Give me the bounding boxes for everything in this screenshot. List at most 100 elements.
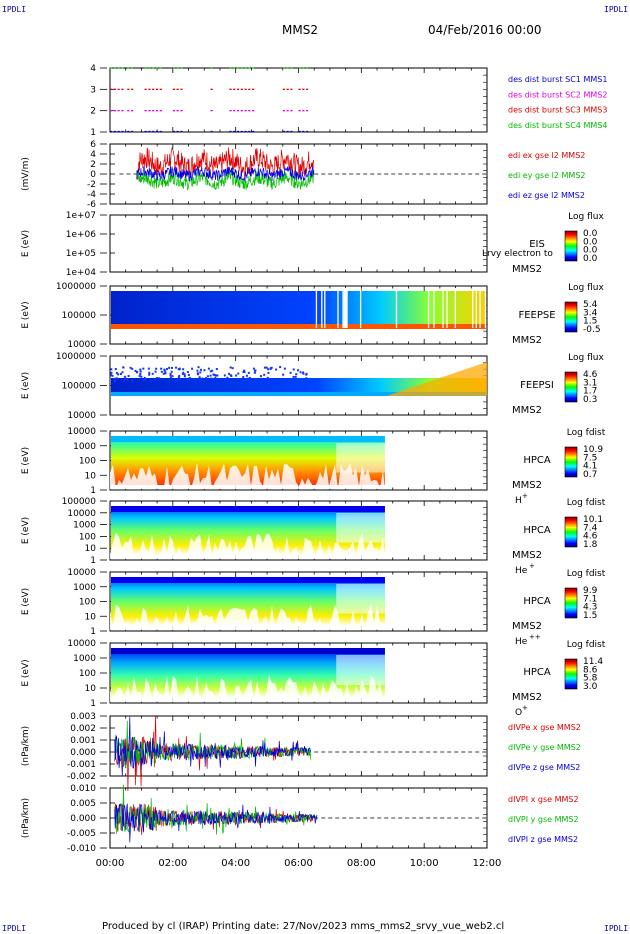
- spectrogram-speck: [119, 372, 122, 375]
- spectrogram-speck: [206, 375, 209, 378]
- data-gap: [446, 288, 448, 328]
- colorbar-tick-label: 11.4: [583, 657, 603, 667]
- header-date: 04/Feb/2016 00:00: [428, 23, 542, 37]
- y-tick-label: 1e+05: [66, 249, 96, 259]
- spacecraft-label: MMS2: [512, 264, 542, 275]
- colorbar-title: Log fdist: [567, 640, 606, 650]
- instrument-label: HPCA: [523, 596, 551, 607]
- y-tick-label: 100000: [62, 497, 97, 507]
- species-charge: ++: [529, 633, 541, 641]
- spectrogram-speck: [183, 375, 186, 378]
- data-gap: [454, 288, 457, 328]
- spectrogram-speck: [214, 376, 217, 379]
- y-tick-label: 0.000: [70, 748, 96, 758]
- spectrogram-speck: [156, 377, 159, 380]
- y-tick-label: 100: [79, 457, 96, 467]
- spectrogram-speck: [131, 367, 134, 370]
- spectrogram-speck: [169, 372, 172, 375]
- spectrogram-speck: [114, 368, 117, 371]
- y-tick-label: 100000: [62, 382, 97, 392]
- series-label: dIVPe z gse MMS2: [508, 763, 580, 772]
- spectrogram-speck: [177, 368, 180, 371]
- spectrogram-speck: [170, 370, 173, 373]
- spectrogram-speck: [193, 378, 196, 381]
- spectrogram-speck: [160, 367, 163, 370]
- colorbar-tick-label: 1.7: [583, 387, 597, 397]
- spectrogram-speck: [171, 375, 174, 378]
- y-tick-label: 3: [90, 85, 96, 95]
- colorbar-tick-label: 5.8: [583, 674, 598, 684]
- spectrogram-speck: [131, 379, 134, 382]
- spectrogram-speck: [111, 374, 114, 377]
- y-tick-label: 1e+04: [66, 268, 97, 278]
- spectrogram-band: [111, 324, 486, 329]
- spectrogram-speck: [243, 369, 246, 372]
- y-tick-label: 0.000: [70, 814, 96, 824]
- spectrogram-speck: [266, 378, 269, 381]
- spectrogram-speck: [148, 373, 151, 376]
- spectrogram-speck: [253, 371, 256, 374]
- y-tick-label: 100: [79, 669, 96, 679]
- data-gap: [442, 288, 444, 328]
- spectrogram-speck: [230, 374, 233, 377]
- spectrogram-speck: [169, 374, 172, 377]
- spectrogram-speck: [113, 377, 116, 380]
- spectrogram-speck: [226, 376, 229, 379]
- y-tick-label: -6: [87, 200, 96, 210]
- overlay-text: Lrvy electron to: [482, 249, 553, 259]
- spectrogram-speck: [224, 379, 227, 382]
- spectrogram-speck: [212, 373, 215, 376]
- y-tick-label: 6: [90, 140, 96, 150]
- y-tick-label: 10: [85, 612, 97, 622]
- y-tick-label: 1000: [73, 442, 96, 452]
- spectrogram-speck: [294, 375, 297, 378]
- spectrogram-speck: [211, 369, 214, 372]
- colorbar-tick-label: 0.0: [583, 237, 598, 247]
- spectrogram-speck: [275, 368, 278, 371]
- y-tick-label: -0.002: [67, 772, 96, 782]
- y-tick-label: 10000: [67, 639, 96, 649]
- spectrogram-speck: [252, 367, 255, 370]
- species-charge: +: [522, 492, 528, 500]
- species-label: He: [515, 637, 528, 647]
- data-gap: [433, 288, 435, 328]
- spectrogram-speck: [259, 375, 262, 378]
- colorbar-title: Log fdist: [567, 498, 606, 508]
- species-label: O: [515, 708, 522, 718]
- series-label: edi ey gse l2 MMS2: [508, 171, 586, 180]
- y-tick-label: 1000: [73, 654, 96, 664]
- y-tick-label: -2: [87, 180, 96, 190]
- spectrogram-speck: [235, 374, 238, 377]
- colorbar-tick-label: 7.5: [583, 453, 597, 463]
- data-gap: [475, 288, 477, 328]
- spectrogram-edge: [110, 462, 385, 489]
- spacecraft-label: MMS2: [512, 621, 542, 632]
- colorbar-title: Log flux: [568, 212, 604, 222]
- spectrogram-speck: [170, 366, 173, 369]
- footer-text: Produced by cl (IRAP) Printing date: 27/…: [102, 921, 504, 932]
- divp-series-line: [114, 803, 318, 843]
- spectrogram-speck: [199, 379, 202, 382]
- spectrogram-speck: [225, 379, 228, 382]
- y-tick-label: 0.005: [70, 799, 96, 809]
- colorbar-tick-label: 3.4: [583, 308, 598, 318]
- spectrogram-speck: [182, 368, 185, 371]
- spectrogram-speck: [292, 375, 295, 378]
- spectrogram-speck: [279, 366, 282, 369]
- colorbar: [564, 301, 578, 333]
- panel-frame-burst: [109, 67, 488, 133]
- data-gap: [324, 288, 326, 328]
- y-tick-label: 1000000: [56, 352, 96, 362]
- spectrogram-speck: [201, 377, 204, 380]
- spacecraft-label: MMS2: [512, 692, 542, 703]
- colorbar-tick-label: 1.5: [583, 317, 597, 327]
- instrument-label: FEEPSI: [520, 380, 554, 391]
- spectrogram-speck: [213, 374, 216, 377]
- y-axis-label: E (eV): [21, 372, 31, 399]
- spectrogram-fade: [336, 584, 385, 614]
- colorbar-tick-label: 0.0: [583, 229, 598, 239]
- spectrogram-speck: [175, 379, 178, 382]
- spectrogram-speck: [135, 371, 138, 374]
- spectrogram-speck: [181, 372, 184, 375]
- spectrogram-speck: [254, 369, 257, 372]
